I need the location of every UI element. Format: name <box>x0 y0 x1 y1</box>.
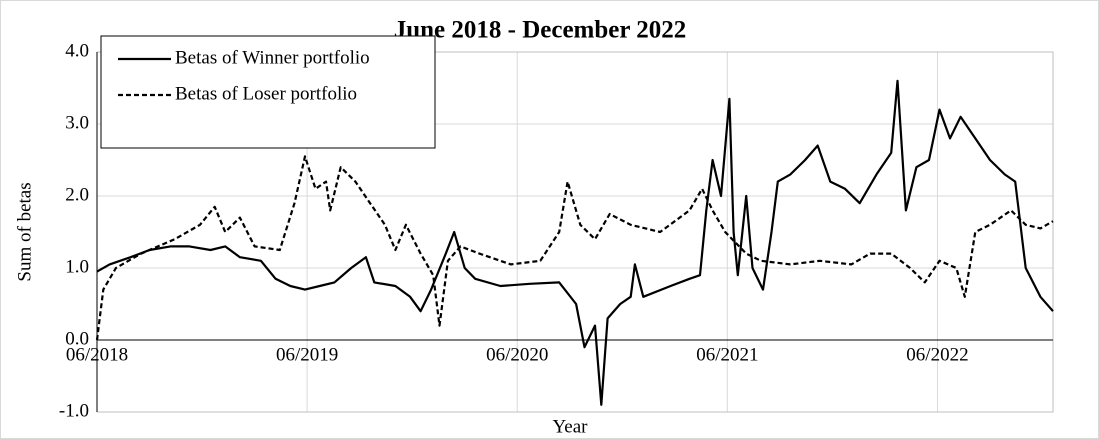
y-tick-label: -1.0 <box>59 400 89 421</box>
x-axis-label: Year <box>552 416 588 437</box>
legend-box <box>100 35 436 149</box>
y-tick-label: 0.0 <box>65 328 89 349</box>
x-tick-label: 06/2020 <box>486 344 548 365</box>
y-tick-label: 4.0 <box>65 40 89 61</box>
y-tick-label: 1.0 <box>65 256 89 277</box>
y-axis-label: Sum of betas <box>14 182 35 281</box>
y-tick-label: 2.0 <box>65 184 89 205</box>
chart-title: June 2018 - December 2022 <box>394 17 687 44</box>
x-tick-label: 06/2022 <box>906 344 968 365</box>
legend-label: Betas of Winner portfolio <box>175 47 370 68</box>
x-tick-label: 06/2019 <box>276 344 338 365</box>
series-line <box>95 155 1054 341</box>
y-tick-label: 3.0 <box>65 112 89 133</box>
series-line <box>96 79 1054 406</box>
x-tick-label: 06/2021 <box>696 344 758 365</box>
legend-label: Betas of Loser portfolio <box>175 83 357 104</box>
